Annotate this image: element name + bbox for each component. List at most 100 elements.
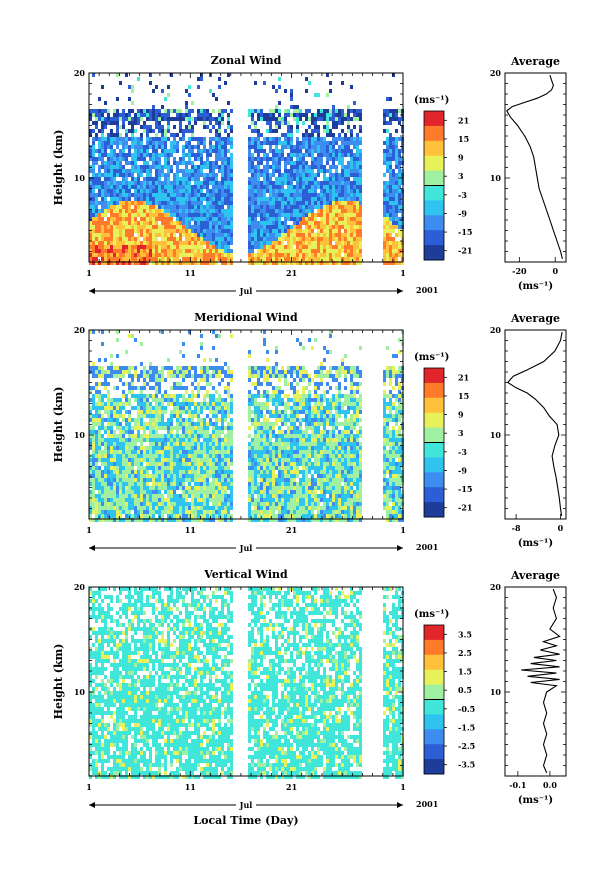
heatmap-cell <box>164 165 167 169</box>
heatmap-cell <box>152 486 155 490</box>
heatmap-cell <box>182 450 185 454</box>
heatmap-cell <box>143 253 146 257</box>
heatmap-cell <box>206 217 209 221</box>
heatmap-cell <box>299 157 302 161</box>
heatmap-cell <box>104 165 107 169</box>
heatmap-cell <box>260 157 263 161</box>
heatmap-cell <box>308 213 311 217</box>
heatmap-cell <box>107 494 110 498</box>
heatmap-cell <box>299 205 302 209</box>
heatmap-cell <box>263 177 266 181</box>
heatmap-cell <box>350 213 353 217</box>
heatmap-cell <box>152 430 155 434</box>
heatmap-cell <box>188 422 191 426</box>
heatmap-cell <box>344 185 347 189</box>
heatmap-cell <box>161 153 164 157</box>
heatmap-cell <box>269 225 272 229</box>
heatmap-cell <box>338 241 341 245</box>
heatmap-cell <box>347 109 350 113</box>
heatmap-cell <box>122 498 125 502</box>
heatmap-cell <box>191 173 194 177</box>
heatmap-cell <box>128 149 131 153</box>
heatmap-cell <box>167 177 170 181</box>
heatmap-cell <box>338 205 341 209</box>
heatmap-cell <box>149 370 152 374</box>
heatmap-cell <box>296 193 299 197</box>
heatmap-cell <box>323 113 326 117</box>
heatmap-cell <box>338 233 341 237</box>
heatmap-cell <box>383 225 386 229</box>
heatmap-cell <box>176 181 179 185</box>
average-y-tick-label: 20 <box>490 68 502 78</box>
heatmap-cell <box>335 237 338 241</box>
heatmap-cell <box>191 257 194 261</box>
heatmap-cell <box>146 221 149 225</box>
heatmap-cell <box>92 185 95 189</box>
heatmap-cell <box>356 257 359 261</box>
heatmap-cell <box>203 237 206 241</box>
heatmap-cell <box>170 498 173 502</box>
heatmap-cell <box>146 193 149 197</box>
heatmap-cell <box>308 185 311 189</box>
heatmap-cell <box>392 117 395 121</box>
heatmap-cell <box>170 193 173 197</box>
heatmap-cell <box>131 506 134 510</box>
heatmap-cell <box>191 446 194 450</box>
heatmap-cell <box>248 113 251 117</box>
heatmap-cell <box>143 466 146 470</box>
heatmap-cell <box>278 149 281 153</box>
heatmap-cell <box>98 458 101 462</box>
heatmap-cell <box>296 117 299 121</box>
heatmap-cell <box>347 177 350 181</box>
heatmap-cell <box>209 450 212 454</box>
heatmap-cell <box>257 257 260 261</box>
heatmap-cell <box>137 418 140 422</box>
heatmap-cell <box>122 197 125 201</box>
heatmap-cell <box>98 430 101 434</box>
heatmap-cell <box>203 434 206 438</box>
heatmap-cell <box>101 245 104 249</box>
heatmap-cell <box>188 261 191 265</box>
heatmap-cell <box>134 426 137 430</box>
heatmap-cell <box>104 201 107 205</box>
heatmap-cell <box>206 221 209 225</box>
heatmap-cell <box>167 253 170 257</box>
heatmap-cell <box>344 181 347 185</box>
heatmap-cell <box>392 145 395 149</box>
heatmap-cell <box>125 249 128 253</box>
heatmap-cell <box>146 514 149 518</box>
heatmap-cell <box>182 189 185 193</box>
heatmap-cell <box>164 510 167 514</box>
heatmap-cell <box>137 257 140 261</box>
heatmap-cell <box>152 510 155 514</box>
heatmap-cell <box>359 213 362 217</box>
heatmap-cell <box>128 85 131 89</box>
heatmap-cell <box>299 229 302 233</box>
heatmap-cell <box>140 185 143 189</box>
heatmap-cell <box>176 185 179 189</box>
heatmap-cell <box>218 193 221 197</box>
heatmap-cell <box>335 213 338 217</box>
heatmap-cell <box>98 213 101 217</box>
heatmap-cell <box>137 181 140 185</box>
heatmap-cell <box>170 141 173 145</box>
heatmap-cell <box>383 197 386 201</box>
heatmap-cell <box>341 205 344 209</box>
heatmap-cell <box>206 181 209 185</box>
heatmap-cell <box>110 506 113 510</box>
heatmap-cell <box>359 165 362 169</box>
heatmap-cell <box>92 161 95 165</box>
heatmap-cell <box>107 177 110 181</box>
heatmap-cell <box>206 225 209 229</box>
heatmap-cell <box>326 185 329 189</box>
heatmap-cell <box>263 153 266 157</box>
heatmap-cell <box>161 213 164 217</box>
heatmap-cell <box>284 181 287 185</box>
heatmap-cell <box>137 149 140 153</box>
heatmap-cell <box>98 97 101 101</box>
heatmap-cell <box>254 181 257 185</box>
heatmap-cell <box>149 253 152 257</box>
heatmap-cell <box>215 209 218 213</box>
heatmap-cell <box>155 189 158 193</box>
heatmap-cell <box>302 145 305 149</box>
